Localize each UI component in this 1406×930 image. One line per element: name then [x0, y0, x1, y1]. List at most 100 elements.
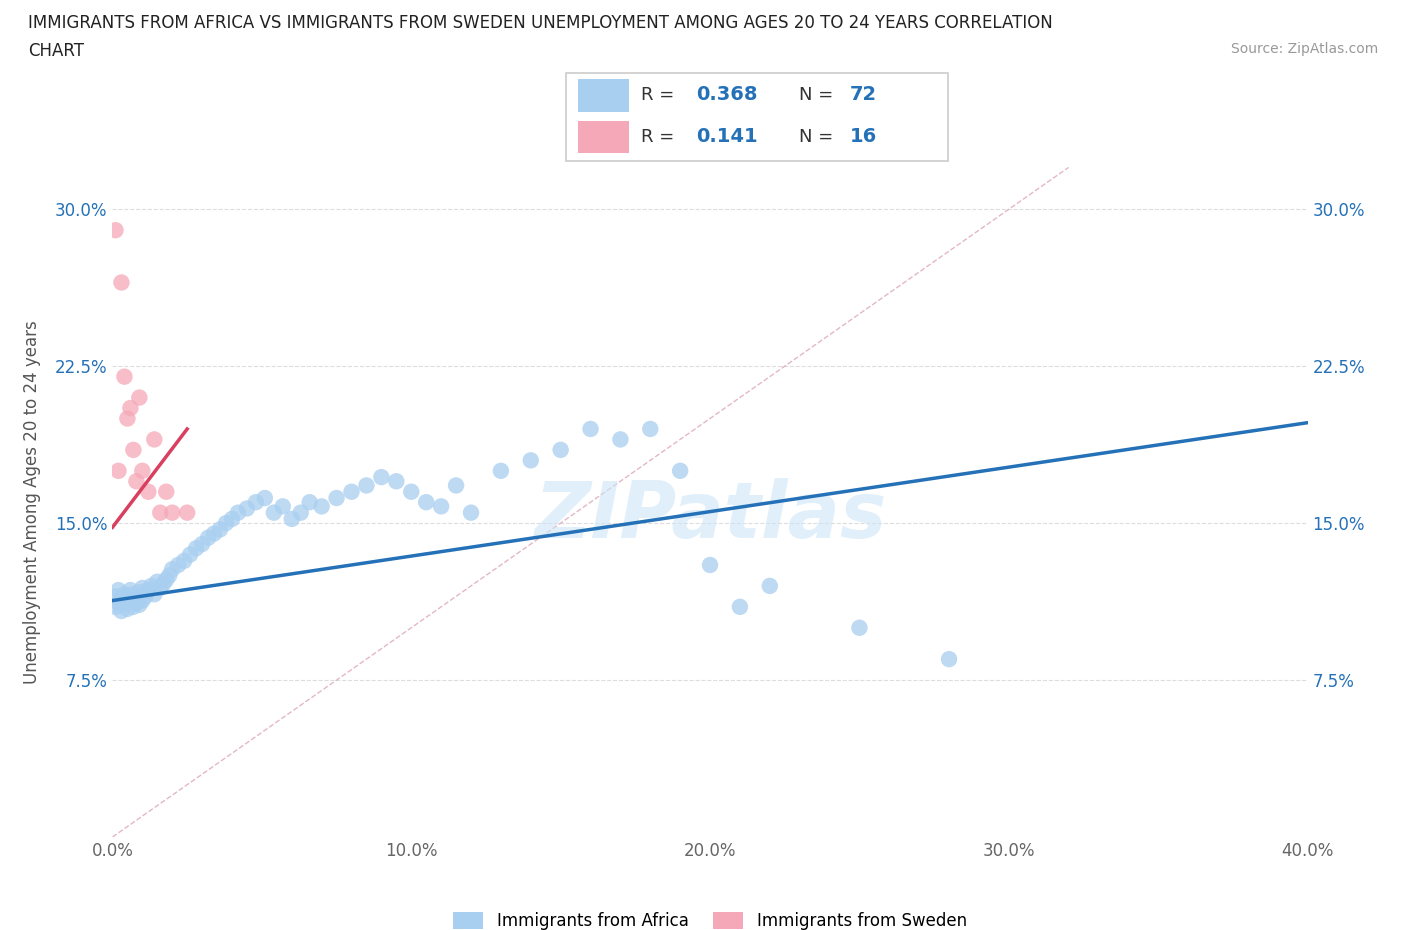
Text: R =: R = [641, 127, 681, 146]
Point [149, 505, 172, 520]
Legend: Immigrants from Africa, Immigrants from Sweden: Immigrants from Africa, Immigrants from … [447, 906, 973, 930]
Point [489, 463, 512, 478]
Point [197, 530, 219, 545]
Point [117, 602, 139, 617]
Point [167, 558, 190, 573]
Point [271, 499, 294, 514]
Point [107, 595, 129, 610]
Point [104, 600, 127, 615]
Text: IMMIGRANTS FROM AFRICA VS IMMIGRANTS FROM SWEDEN UNEMPLOYMENT AMONG AGES 20 TO 2: IMMIGRANTS FROM AFRICA VS IMMIGRANTS FRO… [28, 14, 1053, 32]
FancyBboxPatch shape [578, 79, 630, 112]
Point [173, 553, 195, 568]
Point [120, 401, 142, 416]
Point [609, 432, 631, 447]
Point [325, 491, 347, 506]
Text: N =: N = [799, 86, 838, 104]
Point [186, 541, 208, 556]
Point [281, 512, 304, 526]
Text: CHART: CHART [28, 42, 84, 60]
Point [370, 470, 392, 485]
Point [579, 421, 602, 436]
Point [728, 600, 751, 615]
Point [146, 575, 169, 590]
Point [157, 568, 180, 583]
Point [131, 593, 153, 608]
Point [122, 443, 145, 458]
Text: N =: N = [799, 127, 838, 146]
Point [460, 505, 482, 520]
Point [138, 485, 160, 499]
Point [202, 526, 225, 541]
Point [117, 411, 139, 426]
Point [104, 589, 127, 604]
Point [120, 582, 142, 598]
Point [128, 391, 150, 405]
Point [114, 595, 135, 610]
Point [179, 547, 201, 562]
Point [122, 587, 145, 602]
Point [107, 463, 129, 478]
Point [131, 463, 153, 478]
Point [149, 580, 172, 595]
Point [141, 578, 163, 593]
Text: 16: 16 [849, 127, 877, 146]
Point [520, 453, 543, 468]
Point [117, 589, 139, 604]
Point [208, 522, 231, 537]
Point [131, 580, 153, 595]
Point [110, 275, 132, 290]
Point [155, 572, 177, 587]
Point [356, 478, 378, 493]
Point [152, 577, 174, 591]
Point [120, 593, 142, 608]
Point [226, 505, 249, 520]
Point [759, 578, 782, 593]
Point [253, 491, 276, 506]
Point [176, 505, 198, 520]
Point [104, 223, 127, 238]
Point [340, 485, 363, 499]
Point [401, 485, 423, 499]
Point [385, 474, 408, 489]
Text: Source: ZipAtlas.com: Source: ZipAtlas.com [1230, 42, 1378, 56]
Point [125, 595, 148, 610]
Point [110, 591, 132, 606]
Point [215, 516, 238, 531]
Point [550, 443, 572, 458]
Point [191, 537, 214, 551]
Point [162, 562, 183, 577]
Point [125, 591, 148, 606]
Point [107, 582, 129, 598]
Y-axis label: Unemployment Among Ages 20 to 24 years: Unemployment Among Ages 20 to 24 years [22, 320, 41, 684]
Point [638, 421, 662, 436]
FancyBboxPatch shape [567, 73, 948, 161]
Point [311, 499, 333, 514]
Text: 0.141: 0.141 [696, 127, 758, 146]
Point [128, 597, 150, 612]
Point [155, 485, 177, 499]
Point [114, 587, 135, 602]
Point [134, 589, 156, 604]
Point [114, 369, 135, 384]
Point [128, 585, 150, 600]
Point [236, 501, 259, 516]
Point [669, 463, 692, 478]
Point [430, 499, 453, 514]
Point [415, 495, 437, 510]
Point [143, 587, 166, 602]
Text: 0.368: 0.368 [696, 86, 758, 104]
Point [221, 512, 243, 526]
Point [699, 558, 721, 573]
FancyBboxPatch shape [578, 121, 630, 153]
Point [143, 432, 166, 447]
Point [938, 652, 960, 667]
Text: R =: R = [641, 86, 681, 104]
Point [110, 604, 132, 618]
Point [245, 495, 267, 510]
Text: 72: 72 [849, 86, 877, 104]
Point [138, 582, 160, 598]
Point [162, 505, 183, 520]
Point [848, 620, 870, 635]
Point [122, 600, 145, 615]
Text: ZIPatlas: ZIPatlas [534, 478, 886, 553]
